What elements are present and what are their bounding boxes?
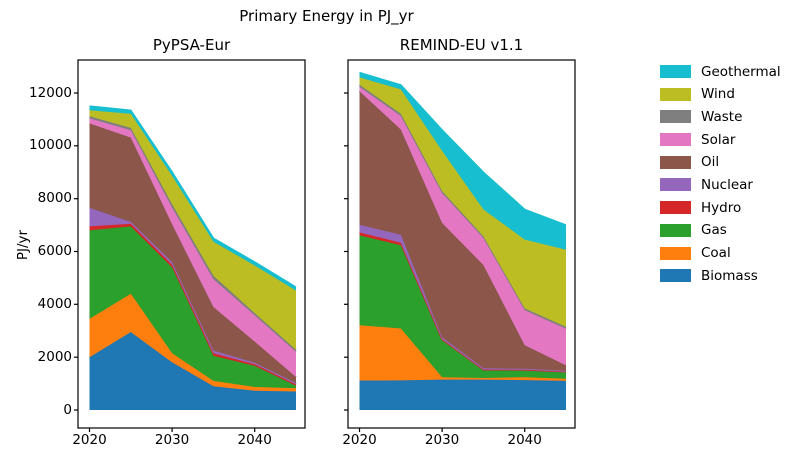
legend-label: Gas [701,222,727,239]
legend-swatch-oil [660,155,691,169]
legend-swatch-waste [660,110,691,124]
axes-spines [77,59,306,429]
legend-label: Hydro [701,199,742,216]
legend: Geothermal Wind Waste Solar Oil Nuclear Hydro G… [660,63,781,292]
legend-item-gas: Gas [660,222,781,239]
area-band-oil [89,123,296,384]
area-band-gas [359,235,566,379]
area-band-solar [89,118,296,378]
area-band-coal [89,293,296,392]
area-band-gas [89,226,296,389]
legend-label: Geothermal [701,63,781,80]
legend-label: Oil [701,154,720,171]
legend-label: Solar [701,131,736,148]
area-band-geothermal [359,72,566,250]
legend-item-geothermal: Geothermal [660,63,781,80]
legend-label: Coal [701,245,731,261]
area-band-wind [89,110,296,350]
legend-swatch-wind [660,87,691,101]
y-tick-label: 12000 [29,84,72,101]
y-tick-label: 8000 [37,190,72,207]
legend-label: Wind [701,86,735,103]
x-tick-label: 2030 [154,432,190,448]
x-tick-label: 2040 [237,432,272,448]
legend-swatch-geothermal [660,65,691,78]
y-tick-label: 2000 [37,348,72,365]
legend-swatch-solar [660,133,691,147]
y-tick-label: 6000 [37,243,72,259]
area-line-geothermal [359,71,567,226]
legend-label: Nuclear [701,176,753,193]
legend-swatch-hydro [660,201,691,215]
x-tick-label: 2030 [424,432,460,448]
area-band-biomass [89,332,296,410]
plot-0 [74,59,306,432]
legend-item-waste: Waste [660,108,781,125]
legend-swatch-biomass [660,269,691,283]
axes-spines [347,59,576,429]
plot-1 [344,59,576,432]
legend-item-wind: Wind [660,86,781,103]
x-tick-label: 2040 [507,432,542,448]
x-tick-label: 2020 [72,432,107,448]
legend-item-nuclear: Nuclear [660,176,781,193]
area-band-biomass [359,379,566,410]
subplot-title-remind-eu: REMIND-EU v1.1 [399,36,524,54]
legend-swatch-nuclear [660,178,691,192]
legend-item-biomass: Biomass [660,267,781,284]
legend-item-oil: Oil [660,154,781,171]
area-band-oil [359,91,566,371]
legend-item-coal: Coal [660,245,781,261]
legend-label: Biomass [701,267,758,284]
figure-title: Primary Energy in PJ_yr [239,7,414,25]
legend-swatch-gas [660,223,691,237]
y-tick-label: 10000 [29,137,72,154]
y-tick-label: 0 [63,401,72,418]
subplot-title-pypsa-eur: PyPSA-Eur [152,36,231,54]
legend-item-solar: Solar [660,131,781,148]
area-line-geothermal [89,105,297,288]
legend-swatch-coal [660,246,691,260]
legend-label: Waste [701,108,743,125]
legend-item-hydro: Hydro [660,199,781,216]
area-band-coal [359,325,566,381]
x-tick-label: 2020 [342,432,377,448]
area-band-wind [359,77,566,327]
y-tick-label: 4000 [37,295,72,312]
area-band-solar [359,86,566,366]
area-line-hydro [359,231,567,373]
